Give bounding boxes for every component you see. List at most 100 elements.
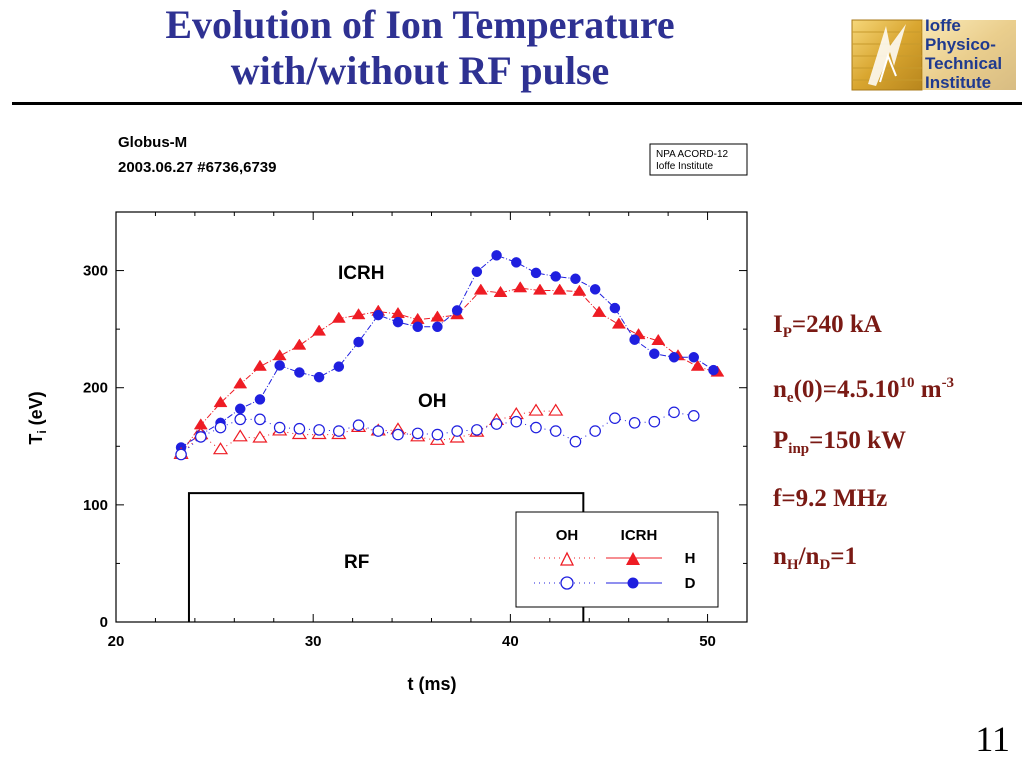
x-tick-label: 30	[305, 633, 322, 650]
data-point-icrh_d	[511, 257, 522, 268]
y-axis-label: Ti (eV)	[26, 391, 49, 444]
data-point-icrh_d	[609, 302, 621, 314]
param-ne-sub: e	[786, 390, 794, 406]
data-point-icrh_h	[592, 305, 607, 317]
data-point-oh_d	[431, 428, 444, 441]
data-point-icrh_h	[233, 377, 248, 389]
data-point-oh_d	[293, 422, 306, 435]
data-point-oh_d	[273, 421, 286, 434]
data-point-oh_d	[175, 448, 187, 461]
data-point-oh_d	[609, 412, 621, 424]
data-point-oh_d	[411, 427, 424, 440]
legend-col-oh: OH	[556, 527, 579, 544]
data-point-oh_h	[548, 403, 564, 416]
annotation-oh: OH	[418, 391, 447, 412]
data-point-oh_d	[471, 424, 483, 436]
legend-oh-d-marker	[560, 576, 574, 590]
data-point-icrh_h	[513, 281, 528, 293]
param-ip-sub: P	[782, 325, 792, 341]
series-oh_d	[175, 406, 700, 461]
slide-title-line2: with/without RF pulse	[230, 48, 610, 93]
data-point-oh_d	[352, 419, 365, 431]
data-point-icrh_h	[252, 359, 267, 371]
data-point-icrh_d	[471, 266, 483, 277]
y-tick-label: 100	[83, 497, 108, 514]
data-point-icrh_d	[668, 352, 680, 363]
series-group	[173, 250, 725, 461]
data-point-oh_d	[372, 425, 385, 437]
param-nh-sub: H	[786, 557, 799, 573]
data-point-oh_d	[549, 425, 562, 437]
data-point-icrh_d	[649, 348, 660, 359]
data-point-oh_d	[648, 415, 661, 428]
page-number: 11	[975, 719, 1010, 759]
data-point-oh_d	[490, 418, 503, 430]
logo-text-line: Institute	[925, 73, 992, 92]
data-point-icrh_h	[651, 333, 666, 346]
axes: 20 30 40 50 0 100 200 300	[83, 212, 748, 650]
data-point-oh_d	[510, 415, 523, 428]
data-point-oh_d	[333, 425, 345, 437]
y-axis-label-sub: i	[35, 430, 49, 433]
slide-title: Evolution of Ion Temperature with/withou…	[60, 2, 780, 94]
data-point-icrh_h	[533, 283, 547, 295]
data-point-icrh_d	[392, 316, 404, 328]
data-point-icrh_d	[254, 394, 266, 405]
param-f: f=9.2 MHz	[773, 482, 954, 540]
data-point-icrh_h	[351, 308, 366, 320]
ioffe-logo-icon	[851, 19, 1016, 91]
data-point-icrh_d	[313, 371, 325, 383]
param-ne-unit-exp: -3	[941, 375, 955, 391]
logo-text: Ioffe Physico- Technical Institute	[925, 16, 1002, 92]
source-box-line2: Ioffe Institute	[656, 161, 714, 172]
title-divider	[12, 102, 1022, 105]
y-tick-label: 200	[83, 380, 108, 397]
param-ratio-value: =1	[830, 543, 858, 570]
annotation-rf: RF	[344, 552, 369, 573]
data-point-oh_h	[232, 429, 248, 442]
param-ip-main: I	[773, 311, 783, 338]
y-tick-label: 0	[100, 614, 108, 631]
data-point-oh_d	[234, 413, 247, 426]
data-point-icrh_d	[234, 403, 246, 415]
param-nd-sub: D	[819, 557, 831, 573]
data-point-oh_d	[451, 425, 463, 437]
svg-text:Ti (eV): Ti (eV)	[26, 391, 49, 444]
slide-title-line1: Evolution of Ion Temperature	[165, 2, 675, 47]
param-ne-mid: (0)=4.5.10	[793, 376, 900, 403]
legend-col-icrh: ICRH	[621, 527, 658, 544]
data-point-icrh_h	[430, 310, 445, 322]
series-line-icrh_d	[180, 254, 714, 448]
data-point-icrh_d	[274, 360, 285, 371]
legend-oh-h-marker	[559, 551, 575, 566]
plasma-parameters: IP=240 kA ne(0)=4.5.1010 m-3 Pinp=150 kW…	[773, 308, 954, 598]
data-point-icrh_d	[353, 336, 364, 348]
data-point-icrh_h	[690, 359, 705, 371]
data-point-icrh_h	[572, 284, 587, 296]
logo-text-line: Physico-	[925, 35, 996, 54]
x-axis-label: t (ms)	[408, 674, 457, 694]
data-point-oh_d	[668, 406, 680, 419]
series-icrh_d	[175, 250, 719, 453]
series-oh_h	[173, 403, 564, 459]
param-ip-value: =240 kA	[791, 311, 882, 338]
data-point-icrh_h	[473, 283, 488, 295]
param-pinp: Pinp=150 kW	[773, 424, 954, 482]
param-pinp-main: P	[773, 427, 789, 454]
logo-text-line: Technical	[925, 54, 1003, 73]
legend-box	[515, 511, 719, 608]
data-point-icrh_d	[412, 321, 423, 333]
data-point-oh_h	[212, 442, 229, 455]
legend-row-h: H	[685, 550, 696, 567]
data-point-icrh_d	[550, 271, 561, 282]
x-tick-label: 40	[502, 633, 519, 650]
data-point-icrh_h	[611, 317, 626, 329]
data-point-oh_d	[569, 435, 582, 448]
data-point-icrh_d	[589, 284, 601, 295]
series-icrh_h	[174, 281, 725, 458]
data-point-icrh_h	[213, 395, 228, 408]
data-point-icrh_d	[432, 321, 443, 333]
param-nd-main: /n	[798, 543, 820, 570]
data-point-oh_h	[252, 430, 268, 443]
